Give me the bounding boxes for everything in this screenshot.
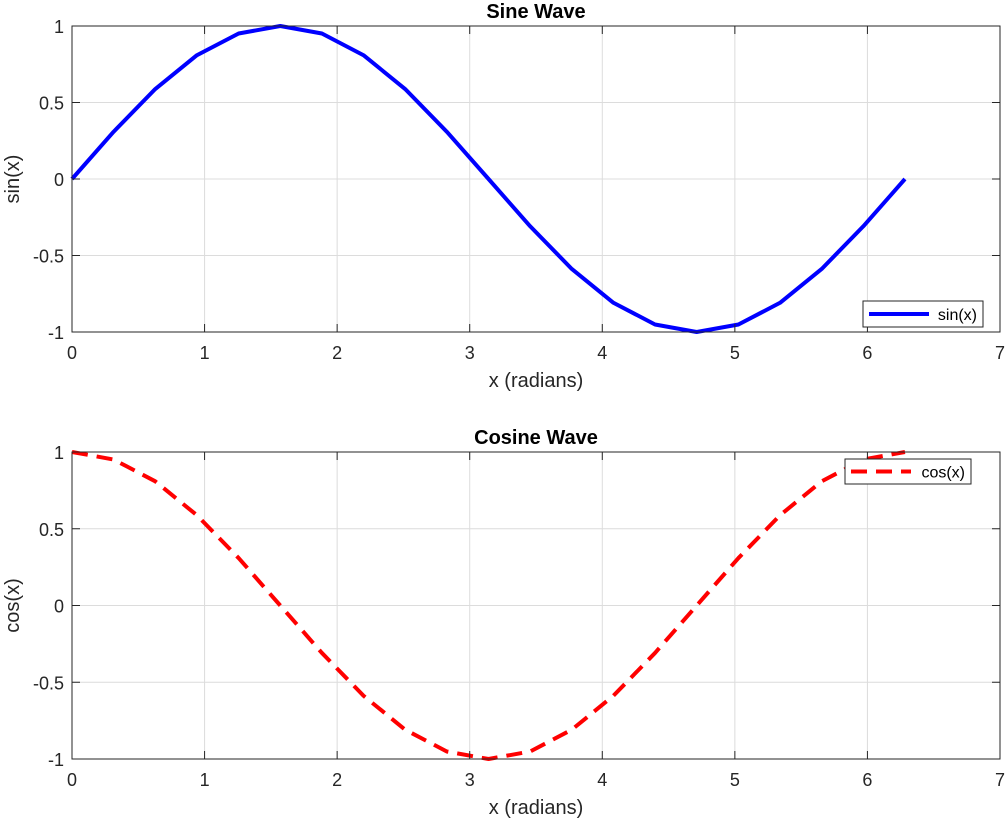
y-tick-label: -1 bbox=[48, 750, 64, 770]
y-tick-label: 0 bbox=[54, 597, 64, 617]
legend-entry: cos(x) bbox=[921, 465, 965, 482]
x-tick-label: 0 bbox=[67, 770, 77, 790]
x-axis-label: x (radians) bbox=[489, 370, 583, 392]
y-tick-label: -0.5 bbox=[33, 247, 64, 267]
x-tick-label: 3 bbox=[465, 770, 475, 790]
series-line-sin(x) bbox=[70, 24, 907, 334]
y-axis-label: sin(x) bbox=[2, 155, 24, 204]
x-tick-label: 7 bbox=[995, 343, 1005, 363]
x-tick-label: 1 bbox=[200, 343, 210, 363]
x-tick-label: 6 bbox=[862, 770, 872, 790]
y-tick-label: 1 bbox=[54, 17, 64, 37]
y-tick-label: 0.5 bbox=[39, 94, 64, 114]
chart-title: Sine Wave bbox=[486, 1, 585, 23]
x-tick-label: 7 bbox=[995, 770, 1005, 790]
x-tick-label: 2 bbox=[332, 343, 342, 363]
y-tick-label: 0 bbox=[54, 170, 64, 190]
legend-entry: sin(x) bbox=[938, 307, 977, 324]
chart-title: Cosine Wave bbox=[474, 427, 598, 449]
x-tick-label: 5 bbox=[730, 343, 740, 363]
legend-box bbox=[844, 458, 972, 485]
x-tick-label: 0 bbox=[67, 343, 77, 363]
y-axis-label: cos(x) bbox=[2, 578, 24, 632]
x-axis-label: x (radians) bbox=[489, 797, 583, 819]
y-tick-label: 0.5 bbox=[39, 520, 64, 540]
x-tick-label: 3 bbox=[465, 343, 475, 363]
y-tick-label: 1 bbox=[54, 443, 64, 463]
x-tick-label: 6 bbox=[862, 343, 872, 363]
x-tick-label: 2 bbox=[332, 770, 342, 790]
x-tick-label: 1 bbox=[200, 770, 210, 790]
x-tick-label: 5 bbox=[730, 770, 740, 790]
x-tick-label: 4 bbox=[597, 343, 607, 363]
y-tick-label: -1 bbox=[48, 323, 64, 343]
y-tick-label: -0.5 bbox=[33, 673, 64, 693]
x-tick-label: 4 bbox=[597, 770, 607, 790]
